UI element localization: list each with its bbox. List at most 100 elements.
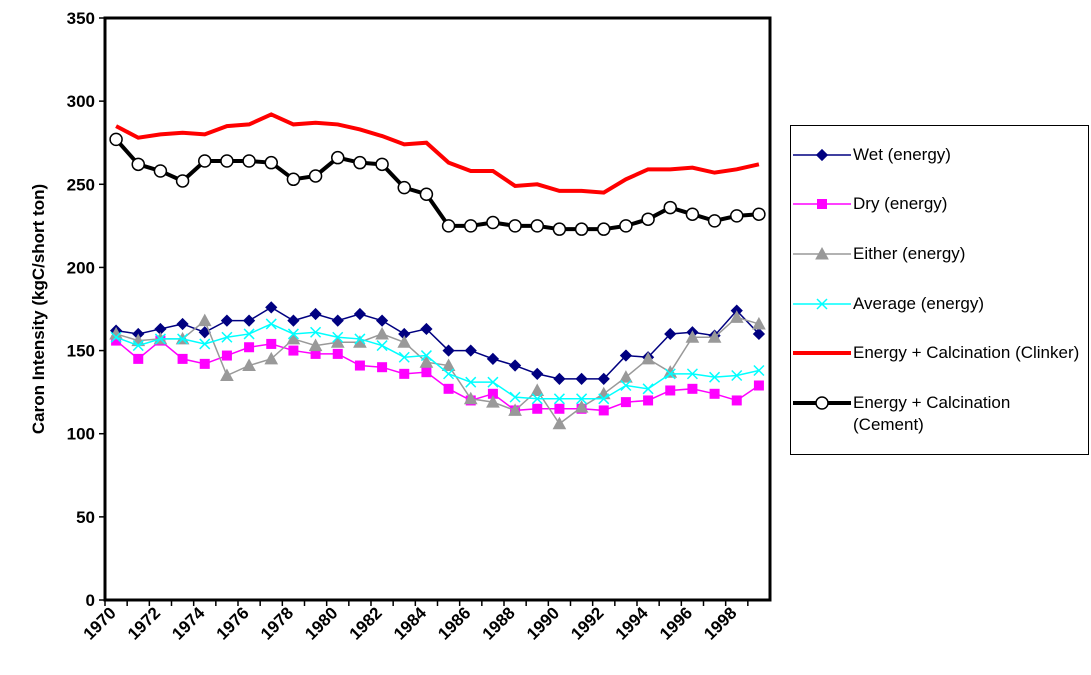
marker: [441, 219, 456, 233]
legend-swatch: [793, 396, 851, 410]
marker: [110, 331, 122, 343]
marker: [532, 403, 543, 414]
marker: [286, 172, 301, 187]
marker: [177, 353, 188, 364]
plot-frame: [103, 16, 772, 602]
marker: [220, 314, 234, 327]
legend-swatch: [793, 351, 851, 356]
marker: [332, 331, 344, 343]
marker: [332, 348, 343, 359]
marker: [153, 164, 168, 178]
marker: [221, 331, 233, 343]
marker: [244, 342, 255, 353]
marker: [730, 209, 744, 223]
legend-item: Either (energy): [791, 243, 1088, 265]
x-tick-label: 1984: [390, 603, 431, 644]
marker: [643, 395, 654, 406]
marker: [442, 344, 455, 357]
marker: [752, 316, 766, 330]
series-line: [115, 316, 760, 425]
marker: [731, 395, 742, 406]
marker: [752, 327, 766, 341]
marker: [552, 416, 567, 430]
marker: [242, 314, 256, 327]
marker: [508, 219, 522, 233]
marker: [464, 219, 478, 233]
marker: [664, 368, 676, 380]
marker: [419, 355, 434, 368]
marker: [817, 199, 827, 210]
marker: [596, 386, 611, 400]
marker: [242, 154, 256, 168]
y-tick-label: 150: [67, 342, 95, 361]
marker: [642, 383, 654, 395]
marker: [619, 370, 633, 383]
marker: [665, 385, 676, 396]
legend-item: Dry (energy): [791, 193, 1088, 215]
marker: [131, 157, 145, 172]
marker: [707, 330, 722, 343]
marker: [220, 154, 234, 168]
marker: [530, 383, 545, 396]
legend-swatch: [793, 199, 851, 210]
x-tick-label: 1982: [346, 603, 386, 643]
marker: [399, 368, 410, 379]
marker: [815, 247, 829, 260]
x-tick-label: 1988: [479, 603, 519, 643]
marker: [552, 222, 567, 236]
marker: [177, 333, 189, 345]
marker: [687, 383, 698, 394]
marker: [597, 372, 610, 385]
marker: [620, 397, 631, 408]
marker: [377, 362, 388, 373]
marker: [465, 376, 477, 388]
x-tick-label: 1980: [301, 603, 341, 643]
marker: [375, 157, 389, 172]
x-tick-label: 1986: [434, 603, 474, 643]
y-tick-label: 0: [86, 591, 95, 610]
y-tick-label: 100: [67, 425, 95, 444]
marker: [530, 219, 544, 233]
marker: [620, 379, 632, 392]
marker: [815, 148, 829, 161]
marker: [463, 391, 478, 405]
marker: [287, 314, 300, 327]
y-tick-label: 300: [67, 92, 95, 111]
series-line: [115, 323, 760, 400]
marker: [420, 322, 433, 336]
x-tick-label: 1974: [168, 603, 209, 644]
marker: [816, 298, 828, 310]
marker: [663, 365, 678, 378]
marker: [310, 326, 322, 338]
marker: [729, 310, 744, 323]
marker: [154, 333, 166, 345]
marker: [199, 358, 210, 369]
marker: [132, 340, 144, 352]
marker: [443, 368, 455, 380]
marker: [685, 207, 700, 221]
marker: [221, 350, 232, 361]
marker: [531, 367, 544, 380]
marker: [286, 331, 301, 345]
marker: [353, 155, 367, 170]
marker: [574, 400, 589, 413]
marker: [308, 338, 323, 352]
marker: [443, 383, 454, 394]
marker: [354, 360, 365, 371]
marker: [709, 371, 721, 383]
marker: [198, 154, 212, 168]
marker: [486, 395, 500, 408]
marker: [531, 393, 543, 405]
marker: [109, 132, 123, 147]
y-tick-label: 350: [67, 9, 95, 28]
marker: [264, 155, 278, 170]
plot: Caron Intensity (kgC/short ton) 0 50 100 15…: [29, 9, 772, 644]
marker: [330, 335, 345, 348]
y-tick-label: 250: [67, 175, 95, 194]
marker: [731, 369, 743, 382]
y-tick-label: 50: [76, 508, 95, 527]
y-tick-label: 200: [67, 258, 95, 277]
legend-item: Wet (energy): [791, 144, 1088, 166]
marker: [375, 314, 389, 327]
